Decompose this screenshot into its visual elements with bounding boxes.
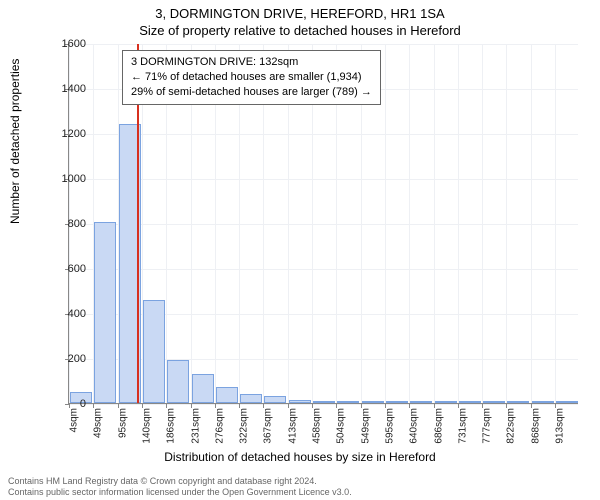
histogram-bar xyxy=(264,396,286,403)
xtick-label: 640sqm xyxy=(409,408,420,444)
annotation-line2: ← 71% of detached houses are smaller (1,… xyxy=(131,70,372,85)
annotation-line1: 3 DORMINGTON DRIVE: 132sqm xyxy=(131,55,372,70)
histogram-bar xyxy=(289,400,311,403)
gridline-h xyxy=(69,44,578,45)
histogram-bar xyxy=(192,374,214,403)
histogram-bar xyxy=(240,394,262,403)
gridline-v xyxy=(434,44,435,403)
histogram-bar xyxy=(532,401,554,403)
ytick-label: 600 xyxy=(36,263,86,275)
gridline-v xyxy=(506,44,507,403)
chart-title-description: Size of property relative to detached ho… xyxy=(0,21,600,38)
footer-attribution: Contains HM Land Registry data © Crown c… xyxy=(8,476,352,499)
footer-line1: Contains HM Land Registry data © Crown c… xyxy=(8,476,352,487)
xtick-label: 322sqm xyxy=(239,408,250,444)
annotation-line3: 29% of semi-detached houses are larger (… xyxy=(131,85,372,100)
histogram-bar xyxy=(507,401,529,403)
xtick-label: 458sqm xyxy=(312,408,323,444)
gridline-h xyxy=(69,134,578,135)
gridline-v xyxy=(531,44,532,403)
histogram-bar xyxy=(483,401,505,403)
ytick-label: 200 xyxy=(36,353,86,365)
xtick-label: 231sqm xyxy=(190,408,201,444)
gridline-v xyxy=(385,44,386,403)
xtick-label: 95sqm xyxy=(117,408,128,438)
xtick-label: 276sqm xyxy=(214,408,225,444)
histogram-bar xyxy=(362,401,384,403)
x-axis-label: Distribution of detached houses by size … xyxy=(0,450,600,464)
chart-container: 3, DORMINGTON DRIVE, HEREFORD, HR1 1SA S… xyxy=(0,0,600,500)
xtick-label: 4sqm xyxy=(69,408,80,432)
xtick-label: 140sqm xyxy=(141,408,152,444)
xtick-label: 686sqm xyxy=(433,408,444,444)
ytick-label: 1200 xyxy=(36,128,86,140)
histogram-bar xyxy=(459,401,481,403)
y-axis-label: Number of detached properties xyxy=(8,59,22,224)
gridline-v xyxy=(409,44,410,403)
xtick-label: 549sqm xyxy=(360,408,371,444)
xtick-label: 186sqm xyxy=(166,408,177,444)
ytick-label: 800 xyxy=(36,218,86,230)
annotation-box: 3 DORMINGTON DRIVE: 132sqm ← 71% of deta… xyxy=(122,50,381,105)
histogram-bar xyxy=(337,401,359,403)
xtick-label: 49sqm xyxy=(93,408,104,438)
xtick-label: 913sqm xyxy=(555,408,566,444)
xtick-label: 731sqm xyxy=(457,408,468,444)
histogram-bar xyxy=(216,387,238,403)
xtick-label: 595sqm xyxy=(384,408,395,444)
gridline-v xyxy=(458,44,459,403)
gridline-h xyxy=(69,179,578,180)
xtick-label: 822sqm xyxy=(506,408,517,444)
ytick-label: 1400 xyxy=(36,83,86,95)
gridline-v xyxy=(555,44,556,403)
xtick-label: 504sqm xyxy=(336,408,347,444)
footer-line2: Contains public sector information licen… xyxy=(8,487,352,498)
ytick-label: 0 xyxy=(36,398,86,410)
histogram-bar xyxy=(167,360,189,403)
histogram-bar xyxy=(386,401,408,403)
gridline-h xyxy=(69,224,578,225)
histogram-bar xyxy=(435,401,457,403)
gridline-h xyxy=(69,404,578,405)
gridline-h xyxy=(69,269,578,270)
ytick-label: 1600 xyxy=(36,38,86,50)
xtick-label: 868sqm xyxy=(530,408,541,444)
histogram-bar xyxy=(556,401,578,403)
chart-title-address: 3, DORMINGTON DRIVE, HEREFORD, HR1 1SA xyxy=(0,0,600,21)
gridline-v xyxy=(482,44,483,403)
histogram-bar xyxy=(94,222,116,403)
xtick-label: 413sqm xyxy=(287,408,298,444)
histogram-bar xyxy=(410,401,432,403)
xtick-label: 777sqm xyxy=(482,408,493,444)
xtick-label: 367sqm xyxy=(263,408,274,444)
histogram-bar xyxy=(313,401,335,403)
ytick-label: 1000 xyxy=(36,173,86,185)
histogram-bar xyxy=(143,300,165,404)
ytick-label: 400 xyxy=(36,308,86,320)
